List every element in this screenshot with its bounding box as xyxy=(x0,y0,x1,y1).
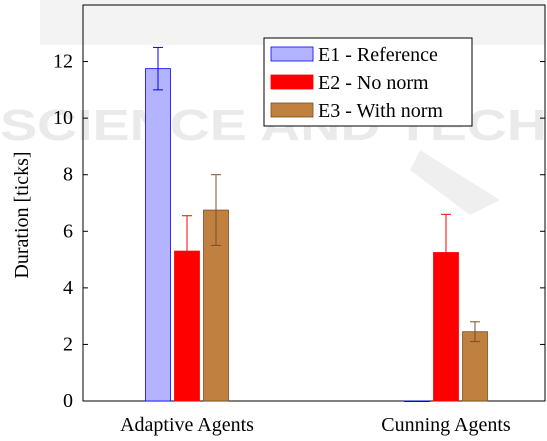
y-tick-label: 6 xyxy=(63,220,73,242)
bar-1-1 xyxy=(145,68,171,402)
y-tick-label: 2 xyxy=(63,333,73,355)
y-tick-label: 4 xyxy=(63,277,73,299)
bar-1-2 xyxy=(404,400,430,403)
plot-area: 0 2 4 6 8 10 12 Adaptive Agents Cunning Agents xyxy=(53,4,546,436)
legend-label-3: E3 - With norm xyxy=(318,100,443,122)
y-axis-label: Duration [ticks] xyxy=(11,151,33,278)
x-tick-label: Cunning Agents xyxy=(381,414,511,436)
bar-3-2 xyxy=(462,331,488,402)
y-tick-label: 8 xyxy=(63,164,73,186)
y-tick-label: 0 xyxy=(63,390,73,412)
legend-swatch-1 xyxy=(270,46,314,62)
watermark-shape-bottom xyxy=(410,150,500,215)
plot-frame xyxy=(82,4,546,402)
y-tick-label: 12 xyxy=(53,51,73,73)
watermark-shape-top xyxy=(40,0,545,45)
legend-label-2: E2 - No norm xyxy=(318,72,429,94)
legend-swatch-2 xyxy=(270,74,314,90)
legend-swatch-3 xyxy=(270,102,314,118)
y-tick-label: 10 xyxy=(53,107,73,129)
legend: E1 - Reference E2 - No norm E3 - With norm xyxy=(263,37,473,127)
x-tick-label: Adaptive Agents xyxy=(120,414,254,436)
legend-label-1: E1 - Reference xyxy=(318,44,438,66)
